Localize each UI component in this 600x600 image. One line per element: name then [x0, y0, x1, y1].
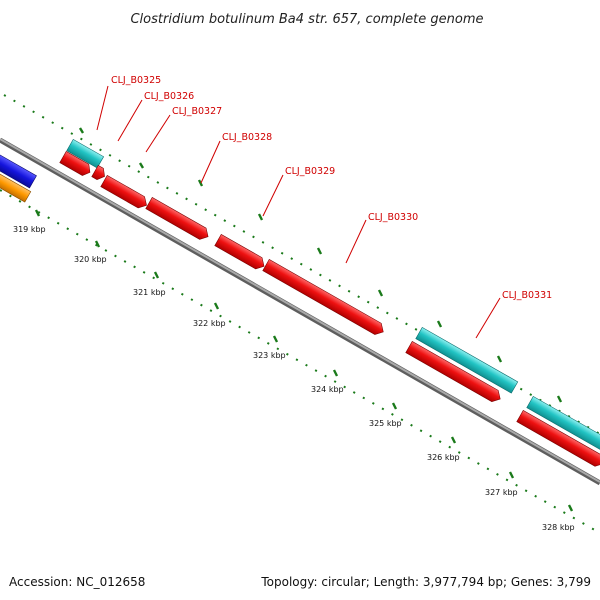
map-title: Clostridium botulinum Ba4 str. 657, comp… — [130, 12, 483, 27]
tick-label-324: 324 kbp — [311, 385, 344, 394]
tick-label-319: 319 kbp — [13, 225, 46, 234]
gene-label-clj-b0328: CLJ_B0328 — [222, 132, 272, 143]
gene-label-clj-b0327: CLJ_B0327 — [172, 106, 222, 117]
genome-backbone — [0, 137, 600, 486]
gene-label-clj-b0325: CLJ_B0325 — [111, 75, 161, 86]
gene-clj-b0325 — [66, 138, 105, 169]
genome-summary-text: Topology: circular; Length: 3,977,794 bp… — [260, 575, 591, 589]
gene-clj-b0330 — [262, 258, 384, 335]
gene-clj-b0327 — [100, 174, 147, 209]
gene-clj-b0325-strand — [59, 150, 91, 176]
tick-label-321: 321 kbp — [133, 288, 166, 297]
gene-label-clj-b0326: CLJ_B0326 — [144, 91, 194, 102]
gene-other-orange — [0, 169, 32, 203]
inner-major-ticks — [34, 209, 574, 512]
gene-next-forward — [516, 409, 600, 467]
accession-text: Accession: NC_012658 — [9, 575, 145, 589]
gene-leader-lines — [96, 85, 501, 339]
tick-label-325: 325 kbp — [369, 419, 402, 428]
gene-next-reverse — [526, 395, 600, 453]
gene-label-clj-b0330: CLJ_B0330 — [368, 212, 418, 223]
gene-labels: CLJ_B0325 CLJ_B0326 CLJ_B0327 CLJ_B0328 … — [111, 75, 552, 301]
outer-major-ticks — [78, 127, 563, 403]
inner-tick-track — [0, 189, 600, 534]
outer-tick-track — [3, 94, 600, 435]
tick-labels: 319 kbp 320 kbp 321 kbp 322 kbp 323 kbp … — [13, 225, 575, 532]
tick-label-323: 323 kbp — [253, 351, 286, 360]
tick-label-320: 320 kbp — [74, 255, 107, 264]
gene-other-blue — [0, 150, 37, 189]
gene-clj-b0331-strand — [405, 340, 501, 403]
gene-clj-b0331 — [415, 326, 519, 394]
gene-clj-b0328 — [145, 196, 209, 240]
gene-clj-b0326 — [91, 164, 105, 180]
feature-track — [0, 138, 600, 467]
tick-label-326: 326 kbp — [427, 453, 460, 462]
tick-label-322: 322 kbp — [193, 319, 226, 328]
tick-label-327: 327 kbp — [485, 488, 518, 497]
gene-clj-b0329 — [214, 233, 265, 270]
gene-label-clj-b0329: CLJ_B0329 — [285, 166, 335, 177]
gene-label-clj-b0331: CLJ_B0331 — [502, 290, 552, 301]
tick-label-328: 328 kbp — [542, 523, 575, 532]
